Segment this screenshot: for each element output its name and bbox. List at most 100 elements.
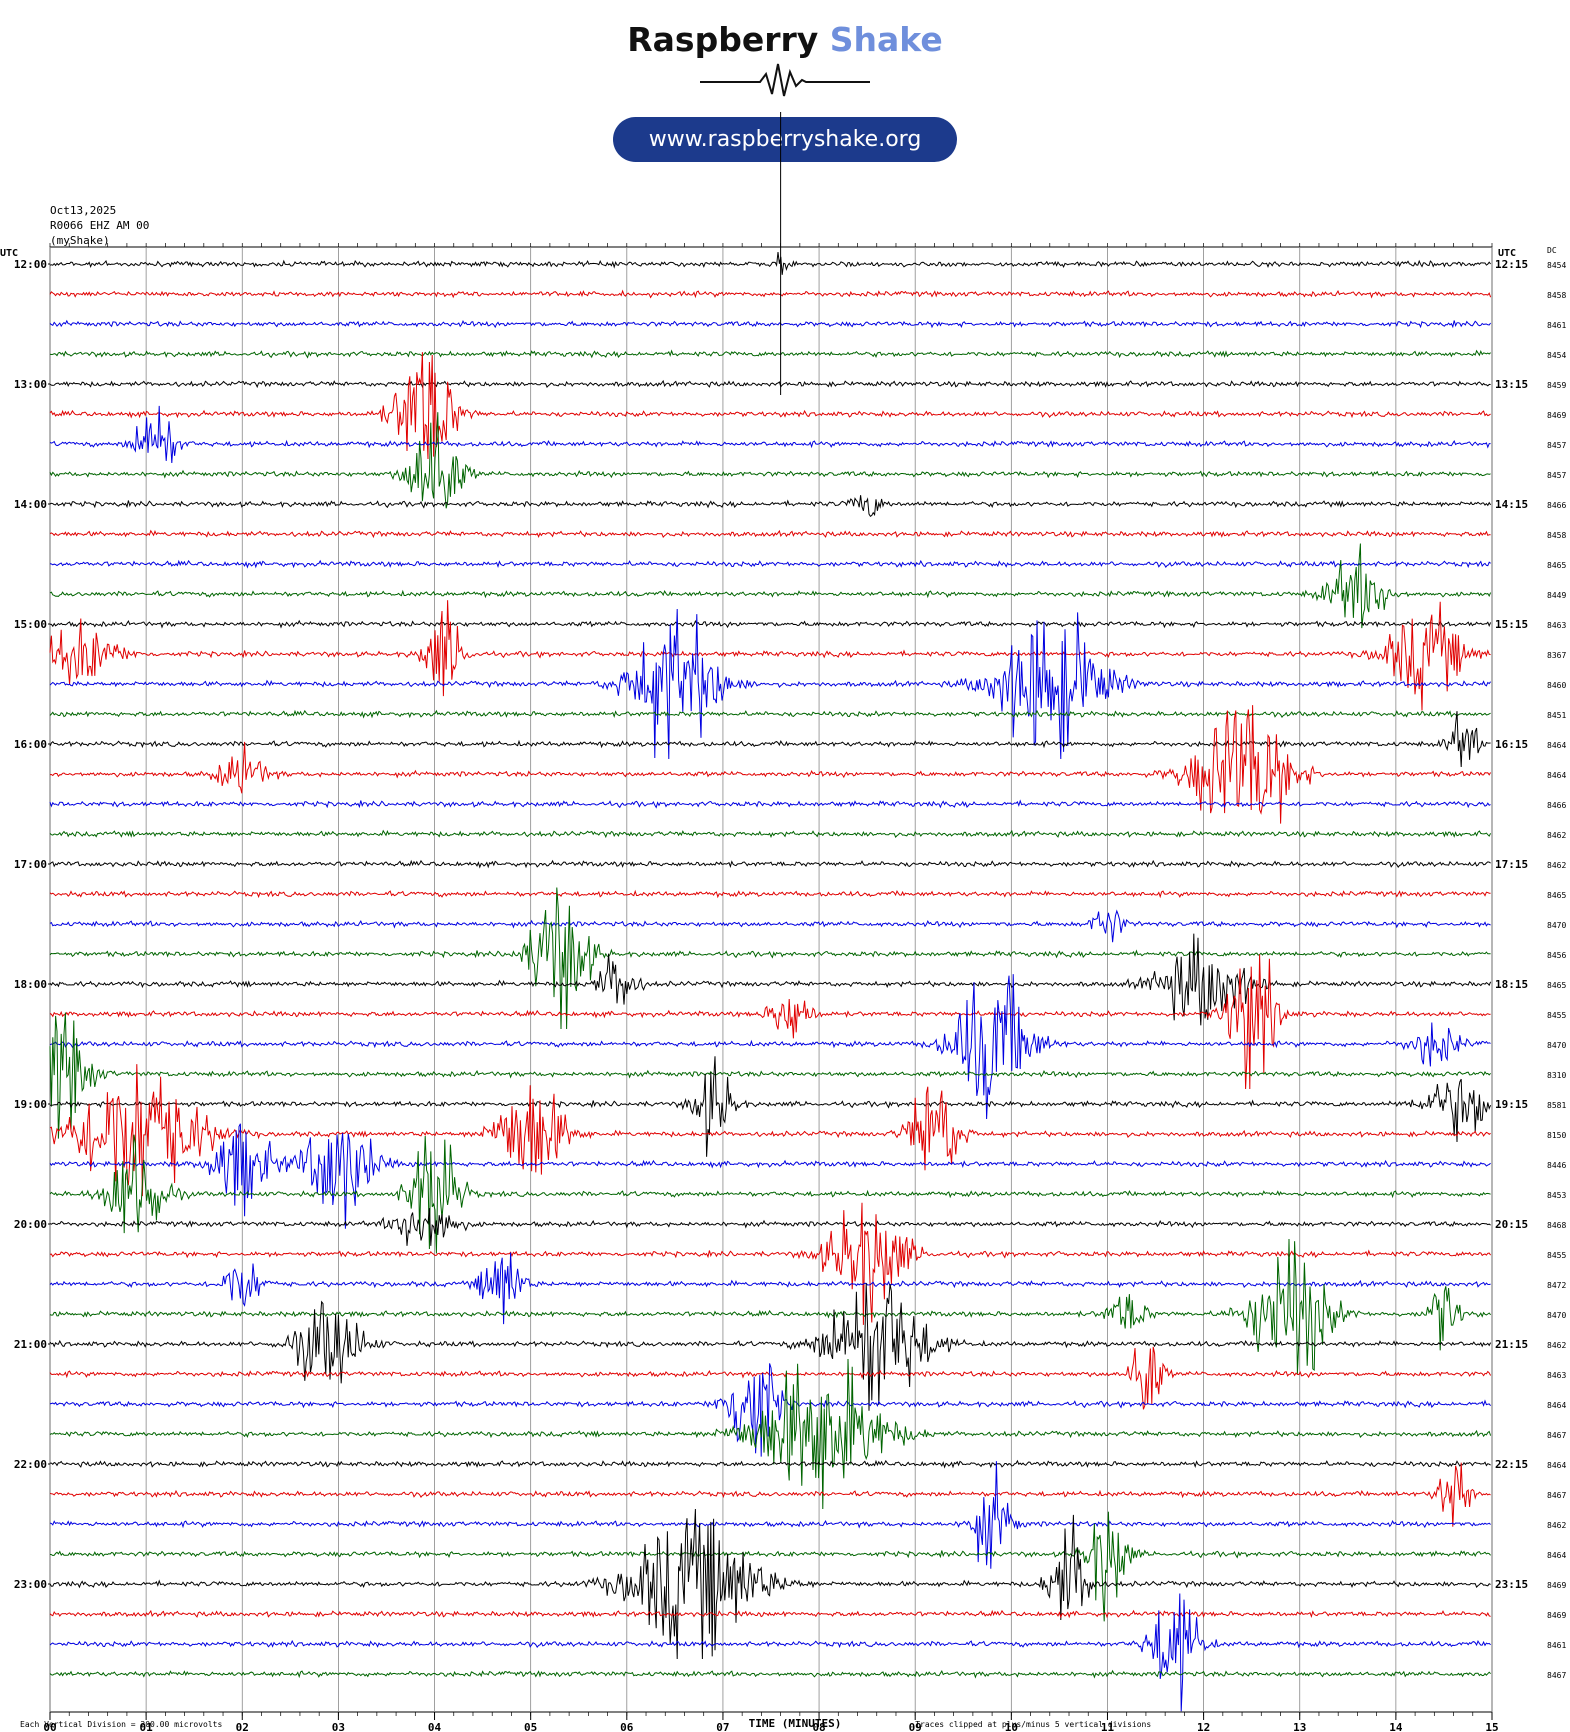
dc-offset-label: 8465 bbox=[1547, 981, 1566, 990]
x-tick-label: 05 bbox=[524, 1721, 537, 1732]
right-time-label: 17:15 bbox=[1495, 858, 1528, 871]
x-tick-label: 01 bbox=[140, 1721, 154, 1732]
left-time-label: 14:00 bbox=[14, 498, 47, 511]
dc-offset-label: 8465 bbox=[1547, 561, 1566, 570]
x-tick-label: 15 bbox=[1485, 1721, 1498, 1732]
x-tick-label: 08 bbox=[812, 1721, 825, 1732]
dc-offset-label: 8466 bbox=[1547, 501, 1566, 510]
right-time-label: 12:15 bbox=[1495, 258, 1528, 271]
x-tick-label: 03 bbox=[332, 1721, 345, 1732]
x-tick-label: 10 bbox=[1005, 1721, 1018, 1732]
seismic-trace-row bbox=[49, 352, 1491, 460]
seismic-trace-row bbox=[49, 829, 1492, 839]
seismic-trace-row bbox=[49, 933, 1492, 1026]
dc-offset-label: 8467 bbox=[1547, 1491, 1566, 1500]
seismic-trace-row bbox=[49, 859, 1491, 869]
right-time-label: 14:15 bbox=[1495, 498, 1528, 511]
dc-offset-label: 8446 bbox=[1547, 1161, 1566, 1170]
dc-offset-label: 8465 bbox=[1547, 891, 1566, 900]
seismic-trace-row bbox=[49, 529, 1491, 539]
left-time-label: 20:00 bbox=[14, 1218, 47, 1231]
dc-offset-label: 8458 bbox=[1547, 291, 1566, 300]
dc-offset-label: 8469 bbox=[1547, 1581, 1566, 1590]
seismic-trace-row bbox=[49, 1208, 1491, 1246]
dc-offset-label: 8455 bbox=[1547, 1251, 1566, 1260]
seismic-trace-row bbox=[49, 1593, 1491, 1712]
brand-name-part2: Shake bbox=[829, 20, 943, 59]
seismic-trace-row bbox=[49, 600, 1491, 711]
x-tick-label: 11 bbox=[1101, 1721, 1115, 1732]
raspberry-shake-logo: Raspberry Shake www.raspberryshake.org bbox=[0, 0, 1570, 170]
right-time-label: 16:15 bbox=[1495, 738, 1528, 751]
dc-offset-label: 8469 bbox=[1547, 411, 1566, 420]
station-header: Oct13,2025 R0066 EHZ AM 00 (myShake) bbox=[50, 203, 149, 248]
seismic-trace-row bbox=[49, 954, 1491, 1090]
dc-offset-label: 8464 bbox=[1547, 1401, 1566, 1410]
dc-offset-label: 8460 bbox=[1547, 681, 1566, 690]
left-axis-title: UTC bbox=[0, 248, 18, 259]
right-time-label: 19:15 bbox=[1495, 1098, 1528, 1111]
dc-offset-label: 8581 bbox=[1547, 1101, 1566, 1110]
x-tick-label: 07 bbox=[716, 1721, 729, 1732]
dc-offset-label: 8457 bbox=[1547, 471, 1566, 480]
dc-offset-label: 8458 bbox=[1547, 531, 1566, 540]
dc-offset-label: 8449 bbox=[1547, 591, 1566, 600]
right-time-label: 20:15 bbox=[1495, 1218, 1528, 1231]
seismic-trace-row bbox=[49, 1358, 1492, 1510]
dc-offset-label: 8457 bbox=[1547, 441, 1566, 450]
x-tick-label: 14 bbox=[1389, 1721, 1403, 1732]
dc-offset-label: 8453 bbox=[1547, 1191, 1566, 1200]
dc-offset-label: 8463 bbox=[1547, 1371, 1566, 1380]
seismic-trace-row bbox=[49, 1056, 1492, 1157]
x-tick-label: 12 bbox=[1197, 1721, 1210, 1732]
seismic-trace-row bbox=[49, 1064, 1491, 1197]
seismic-trace-row bbox=[49, 711, 1491, 768]
seismic-trace-row bbox=[49, 252, 1491, 275]
dc-offset-label: 8462 bbox=[1547, 1521, 1566, 1530]
dc-offset-label: 8464 bbox=[1547, 741, 1566, 750]
seismic-trace-row bbox=[49, 1012, 1491, 1139]
clip-note: Traces clipped at plus/minus 5 vertical … bbox=[915, 1720, 1151, 1729]
dc-offset-label: 8455 bbox=[1547, 1011, 1566, 1020]
seismic-trace-row bbox=[49, 1609, 1491, 1619]
x-tick-label: 13 bbox=[1293, 1721, 1306, 1732]
dc-offset-label: 8459 bbox=[1547, 381, 1566, 390]
dc-offset-label: 8461 bbox=[1547, 1641, 1566, 1650]
left-time-label: 21:00 bbox=[14, 1338, 47, 1351]
left-time-label: 17:00 bbox=[14, 858, 47, 871]
dc-offset-label: 8367 bbox=[1547, 651, 1566, 660]
seismic-trace-row bbox=[49, 405, 1491, 464]
dc-offset-label: 8466 bbox=[1547, 801, 1566, 810]
right-time-label: 15:15 bbox=[1495, 618, 1528, 631]
seismic-trace-row bbox=[49, 608, 1492, 760]
seismic-trace-row bbox=[49, 319, 1492, 329]
brand-title: Raspberry Shake bbox=[0, 20, 1570, 59]
website-url-badge[interactable]: www.raspberryshake.org bbox=[613, 117, 957, 162]
dc-offset-label: 8472 bbox=[1547, 1281, 1566, 1290]
x-tick-label: 06 bbox=[620, 1721, 634, 1732]
seismic-trace-row bbox=[49, 1123, 1491, 1229]
seismic-trace-row bbox=[49, 543, 1492, 629]
seismic-trace-row bbox=[49, 889, 1491, 899]
dc-offset-label: 8462 bbox=[1547, 1341, 1566, 1350]
dc-offset-label: 8451 bbox=[1547, 711, 1566, 720]
seismic-trace-row bbox=[49, 495, 1492, 517]
scale-note: Each Vertical Division = 200.00 microvol… bbox=[20, 1720, 222, 1729]
seismic-trace-row bbox=[49, 289, 1492, 299]
right-time-label: 22:15 bbox=[1495, 1458, 1528, 1471]
seismic-trace-row bbox=[49, 705, 1492, 824]
x-tick-label: 00 bbox=[43, 1721, 56, 1732]
dc-offset-label: 8467 bbox=[1547, 1431, 1566, 1440]
left-time-label: 13:00 bbox=[14, 378, 47, 391]
dc-offset-label: 8470 bbox=[1547, 921, 1566, 930]
seismic-trace-row bbox=[49, 379, 1491, 389]
x-axis-title: TIME (MINUTES) bbox=[749, 1717, 842, 1730]
date-label: Oct13,2025 bbox=[50, 204, 117, 217]
dc-offset-label: 8461 bbox=[1547, 321, 1566, 330]
dc-offset-label: 8468 bbox=[1547, 1221, 1566, 1230]
seismic-trace-row bbox=[49, 887, 1491, 1030]
seismic-trace-row bbox=[49, 1238, 1491, 1374]
network-label: (myShake) bbox=[50, 234, 110, 247]
seismic-trace-row bbox=[49, 1134, 1491, 1254]
